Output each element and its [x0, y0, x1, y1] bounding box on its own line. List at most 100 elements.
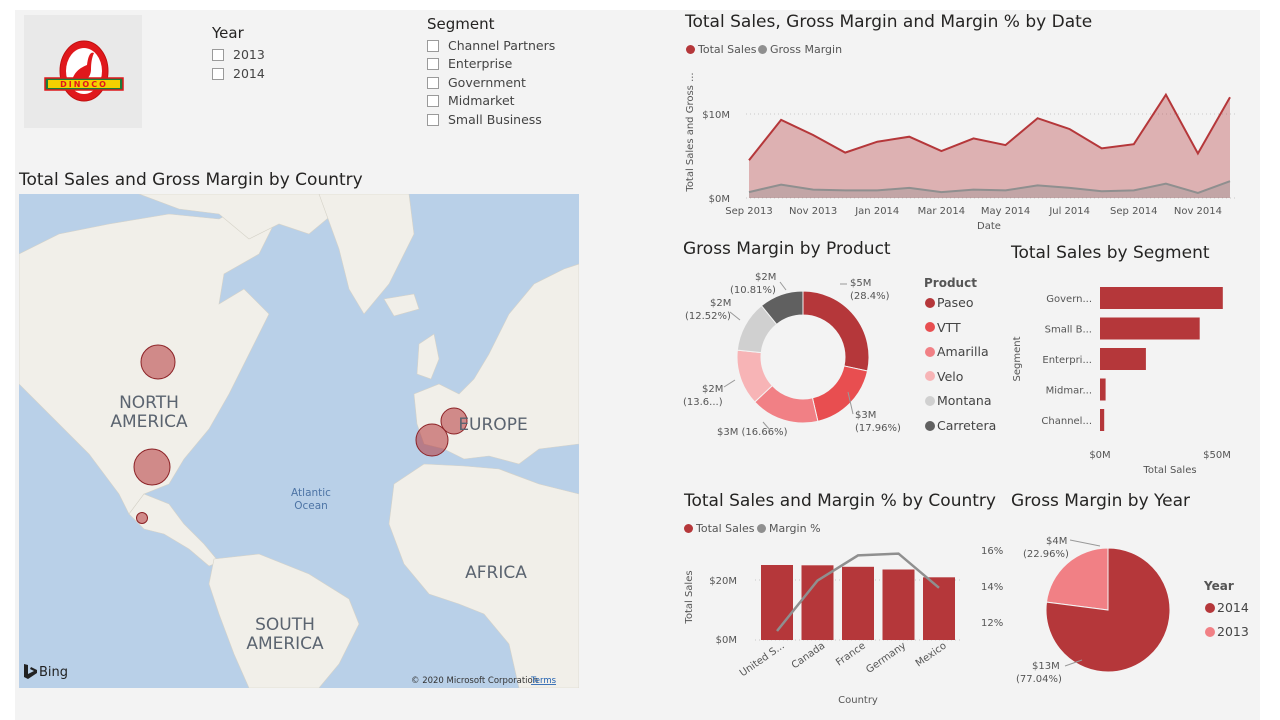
year-pie-legend-title: Year — [1204, 579, 1234, 593]
country-combo-chart[interactable]: Total Sales $20M $0M 16% 14% 12% United … — [680, 540, 1005, 710]
combo-legend-total-sales[interactable]: Total Sales — [684, 522, 754, 535]
year-pie-title: Gross Margin by Year — [1011, 491, 1191, 511]
year-pie-legend-2013[interactable]: 2013 — [1205, 624, 1249, 639]
map-label-africa: AFRICA — [465, 563, 527, 583]
area-legend-gross-margin[interactable]: Gross Margin — [758, 43, 842, 56]
bubble-germany[interactable] — [440, 407, 468, 435]
map-label-south-america-2: AMERICA — [246, 634, 324, 654]
combo-bar-united-states[interactable] — [761, 565, 793, 640]
area-x-tick: Sep 2013 — [725, 206, 772, 217]
bubble-mexico[interactable] — [136, 512, 148, 524]
area-chart[interactable]: Total Sales and Gross ... $10M $0M Sep 2… — [680, 62, 1245, 234]
segment-x-axis-title: Total Sales — [1142, 465, 1196, 476]
year-option-2013[interactable]: 2013 — [212, 47, 265, 62]
segment-option-small-business[interactable]: Small Business — [427, 112, 542, 127]
donut-label-amarilla: $3M (16.66%) — [717, 427, 788, 438]
landmass-central-america — [128, 493, 220, 567]
checkbox-icon[interactable] — [427, 57, 439, 70]
donut-label-paseo-pct: (28.4%) — [850, 291, 890, 302]
map-label-ocean-2: Ocean — [294, 500, 328, 512]
area-x-tick: Nov 2013 — [789, 206, 837, 217]
segment-bar-1[interactable] — [1100, 287, 1223, 309]
segment-bar-chart[interactable]: Segment Govern... Small B... Enterpri... Mi… — [1005, 276, 1250, 481]
segment-option-midmarket[interactable]: Midmarket — [427, 93, 515, 108]
year-option-label: 2013 — [233, 47, 265, 62]
donut-leader-line — [723, 379, 736, 388]
map-visual[interactable]: NORTH AMERICA EUROPE AFRICA SOUTH AMERIC… — [19, 194, 579, 688]
donut-leader-line — [729, 311, 741, 321]
legend-label: VTT — [937, 319, 961, 335]
checkbox-icon[interactable] — [427, 39, 439, 52]
segment-bar-2[interactable] — [1100, 317, 1200, 340]
area-x-tick: Mar 2014 — [918, 206, 966, 217]
segment-option-government[interactable]: Government — [427, 75, 526, 90]
donut-legend-velo[interactable]: Velo — [925, 369, 963, 384]
combo-bar-canada[interactable] — [801, 565, 834, 640]
legend-label: 2013 — [1217, 624, 1249, 639]
area-x-tick: Nov 2014 — [1174, 206, 1222, 217]
area-gross-margin-fill — [749, 181, 1230, 198]
logo-text: DINOCO — [60, 80, 108, 89]
segment-bar-3[interactable] — [1100, 348, 1146, 370]
year-option-2014[interactable]: 2014 — [212, 66, 265, 81]
legend-label: 2014 — [1217, 600, 1249, 615]
legend-label: Paseo — [937, 295, 974, 310]
combo-bar-germany[interactable] — [882, 569, 915, 641]
donut-legend-amarilla[interactable]: Amarilla — [925, 344, 989, 359]
checkbox-icon[interactable] — [212, 48, 224, 61]
segment-option-label: Channel Partners — [448, 38, 556, 53]
checkbox-icon[interactable] — [427, 113, 439, 126]
year-option-label: 2014 — [233, 66, 265, 81]
pie-slice-2014[interactable] — [1045, 547, 1171, 673]
donut-label-velo-pct: (13.6...) — [683, 397, 723, 408]
segment-bar-5[interactable] — [1100, 409, 1105, 431]
combo-x-tick: Mexico — [914, 640, 949, 669]
pie-label-2013-value: $4M — [1046, 536, 1067, 547]
map-label-europe: EUROPE — [458, 415, 527, 435]
donut-slice-carretera[interactable] — [760, 290, 804, 326]
segment-option-channel-partners[interactable]: Channel Partners — [427, 38, 555, 53]
area-x-tick: Jul 2014 — [1048, 206, 1090, 217]
donut-legend-carretera[interactable]: Carretera — [925, 418, 996, 433]
segment-option-label: Government — [448, 75, 526, 90]
combo-bar-france[interactable] — [842, 566, 874, 640]
pie-slice-2013[interactable] — [1045, 547, 1109, 611]
segment-bar-4[interactable] — [1100, 378, 1106, 401]
map-canvas[interactable]: NORTH AMERICA EUROPE AFRICA SOUTH AMERIC… — [19, 194, 579, 688]
legend-dot-icon — [925, 371, 935, 382]
checkbox-icon[interactable] — [427, 76, 439, 89]
area-legend-total-sales[interactable]: Total Sales — [686, 43, 756, 56]
donut-slice-paseo[interactable] — [802, 290, 870, 372]
area-chart-title: Total Sales, Gross Margin and Margin % b… — [685, 12, 1093, 32]
segment-x-tick-0m: $0M — [1089, 450, 1110, 461]
donut-label-vtt-pct: (17.96%) — [855, 423, 901, 434]
donut-label-montana-pct: (12.52%) — [685, 311, 731, 322]
donut-legend-paseo[interactable]: Paseo — [925, 295, 974, 310]
country-combo-title: Total Sales and Margin % by Country — [684, 491, 996, 511]
area-x-tick: Sep 2014 — [1110, 206, 1157, 217]
map-label-north-america-2: AMERICA — [110, 412, 188, 432]
combo-legend-margin-pct[interactable]: Margin % — [757, 522, 821, 535]
checkbox-icon[interactable] — [212, 67, 224, 80]
segment-option-label: Small Business — [448, 112, 542, 127]
donut-legend-montana[interactable]: Montana — [925, 393, 992, 408]
bubble-united-states[interactable] — [133, 448, 171, 486]
combo-x-tick: France — [834, 640, 868, 668]
landmass-south-america — [208, 553, 360, 688]
legend-dot-icon — [925, 420, 935, 431]
legend-label: Gross Margin — [770, 43, 843, 56]
year-pie-chart[interactable]: $4M (22.96%) $13M (77.04%) — [1010, 528, 1190, 693]
map-title: Total Sales and Gross Margin by Country — [19, 170, 363, 190]
map-terms-link[interactable]: Terms — [530, 676, 557, 686]
legend-dot-icon — [925, 297, 935, 308]
donut-chart[interactable]: $5M (28.4%) $3M (17.96%) $3M (16.66%) $2… — [680, 262, 920, 447]
segment-option-enterprise[interactable]: Enterprise — [427, 56, 512, 71]
map-copyright: © 2020 Microsoft Corporation — [411, 676, 538, 686]
bing-label: Bing — [39, 665, 68, 680]
donut-label-paseo-value: $5M — [850, 278, 871, 289]
bubble-france[interactable] — [415, 423, 449, 457]
bubble-canada[interactable] — [140, 344, 176, 380]
donut-legend-vtt[interactable]: VTT — [925, 320, 961, 335]
year-pie-legend-2014[interactable]: 2014 — [1205, 600, 1249, 615]
checkbox-icon[interactable] — [427, 94, 439, 107]
